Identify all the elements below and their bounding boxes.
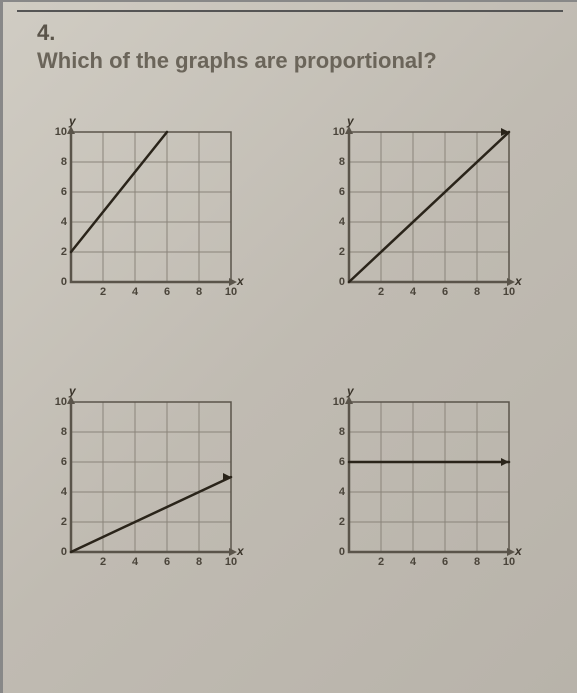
- plot-area: [349, 132, 509, 282]
- top-rule: [17, 10, 563, 12]
- chart-grid: yx1086420246810yx1086420246810yx10864202…: [37, 122, 553, 572]
- question-text: Which of the graphs are proportional?: [37, 48, 553, 74]
- chart-D: yx1086420246810: [325, 392, 525, 572]
- y-tick-label: 2: [327, 246, 345, 258]
- x-tick-label: 6: [438, 286, 452, 298]
- y-axis-name: y: [69, 114, 76, 128]
- x-tick-label: 2: [374, 556, 388, 568]
- y-tick-label: 2: [49, 246, 67, 258]
- y-tick-label: 4: [49, 216, 67, 228]
- y-tick-label: 10: [49, 126, 67, 138]
- y-tick-label: 6: [49, 186, 67, 198]
- worksheet-page: 4. Which of the graphs are proportional?…: [0, 0, 577, 693]
- x-tick-label: 4: [128, 286, 142, 298]
- x-tick-label: 8: [192, 556, 206, 568]
- x-tick-label: 10: [224, 556, 238, 568]
- x-tick-label: 4: [406, 286, 420, 298]
- x-axis-name: x: [237, 544, 244, 558]
- y-tick-label: 6: [327, 456, 345, 468]
- x-axis-name: x: [237, 274, 244, 288]
- y-tick-label: 0: [49, 276, 67, 288]
- y-tick-label: 6: [327, 186, 345, 198]
- y-tick-label: 8: [49, 156, 67, 168]
- x-axis-name: x: [515, 274, 522, 288]
- x-tick-label: 10: [224, 286, 238, 298]
- x-tick-label: 6: [438, 556, 452, 568]
- y-tick-label: 8: [327, 156, 345, 168]
- x-tick-label: 4: [406, 556, 420, 568]
- plot-area: [349, 402, 509, 552]
- x-tick-label: 4: [128, 556, 142, 568]
- y-tick-label: 8: [327, 426, 345, 438]
- data-line: [349, 132, 509, 282]
- x-tick-label: 2: [96, 286, 110, 298]
- x-tick-label: 8: [470, 556, 484, 568]
- y-tick-label: 10: [327, 126, 345, 138]
- data-line: [71, 477, 231, 552]
- x-tick-label: 6: [160, 286, 174, 298]
- y-tick-label: 8: [49, 426, 67, 438]
- chart-A: yx1086420246810: [47, 122, 247, 302]
- x-tick-label: 2: [374, 286, 388, 298]
- y-tick-label: 4: [327, 486, 345, 498]
- y-tick-label: 10: [49, 396, 67, 408]
- y-tick-label: 4: [49, 486, 67, 498]
- plot-area: [71, 132, 231, 282]
- x-tick-label: 6: [160, 556, 174, 568]
- y-tick-label: 2: [327, 516, 345, 528]
- x-tick-label: 10: [502, 286, 516, 298]
- y-tick-label: 2: [49, 516, 67, 528]
- x-tick-label: 8: [192, 286, 206, 298]
- y-tick-label: 4: [327, 216, 345, 228]
- y-axis-name: y: [69, 384, 76, 398]
- x-tick-label: 8: [470, 286, 484, 298]
- y-tick-label: 10: [327, 396, 345, 408]
- y-tick-label: 0: [327, 546, 345, 558]
- y-tick-label: 0: [327, 276, 345, 288]
- chart-C: yx1086420246810: [47, 392, 247, 572]
- chart-B: yx1086420246810: [325, 122, 525, 302]
- x-axis-name: x: [515, 544, 522, 558]
- x-tick-label: 10: [502, 556, 516, 568]
- y-tick-label: 6: [49, 456, 67, 468]
- x-tick-label: 2: [96, 556, 110, 568]
- y-axis-name: y: [347, 114, 354, 128]
- question-number: 4.: [37, 20, 553, 46]
- y-tick-label: 0: [49, 546, 67, 558]
- y-axis-name: y: [347, 384, 354, 398]
- plot-area: [71, 402, 231, 552]
